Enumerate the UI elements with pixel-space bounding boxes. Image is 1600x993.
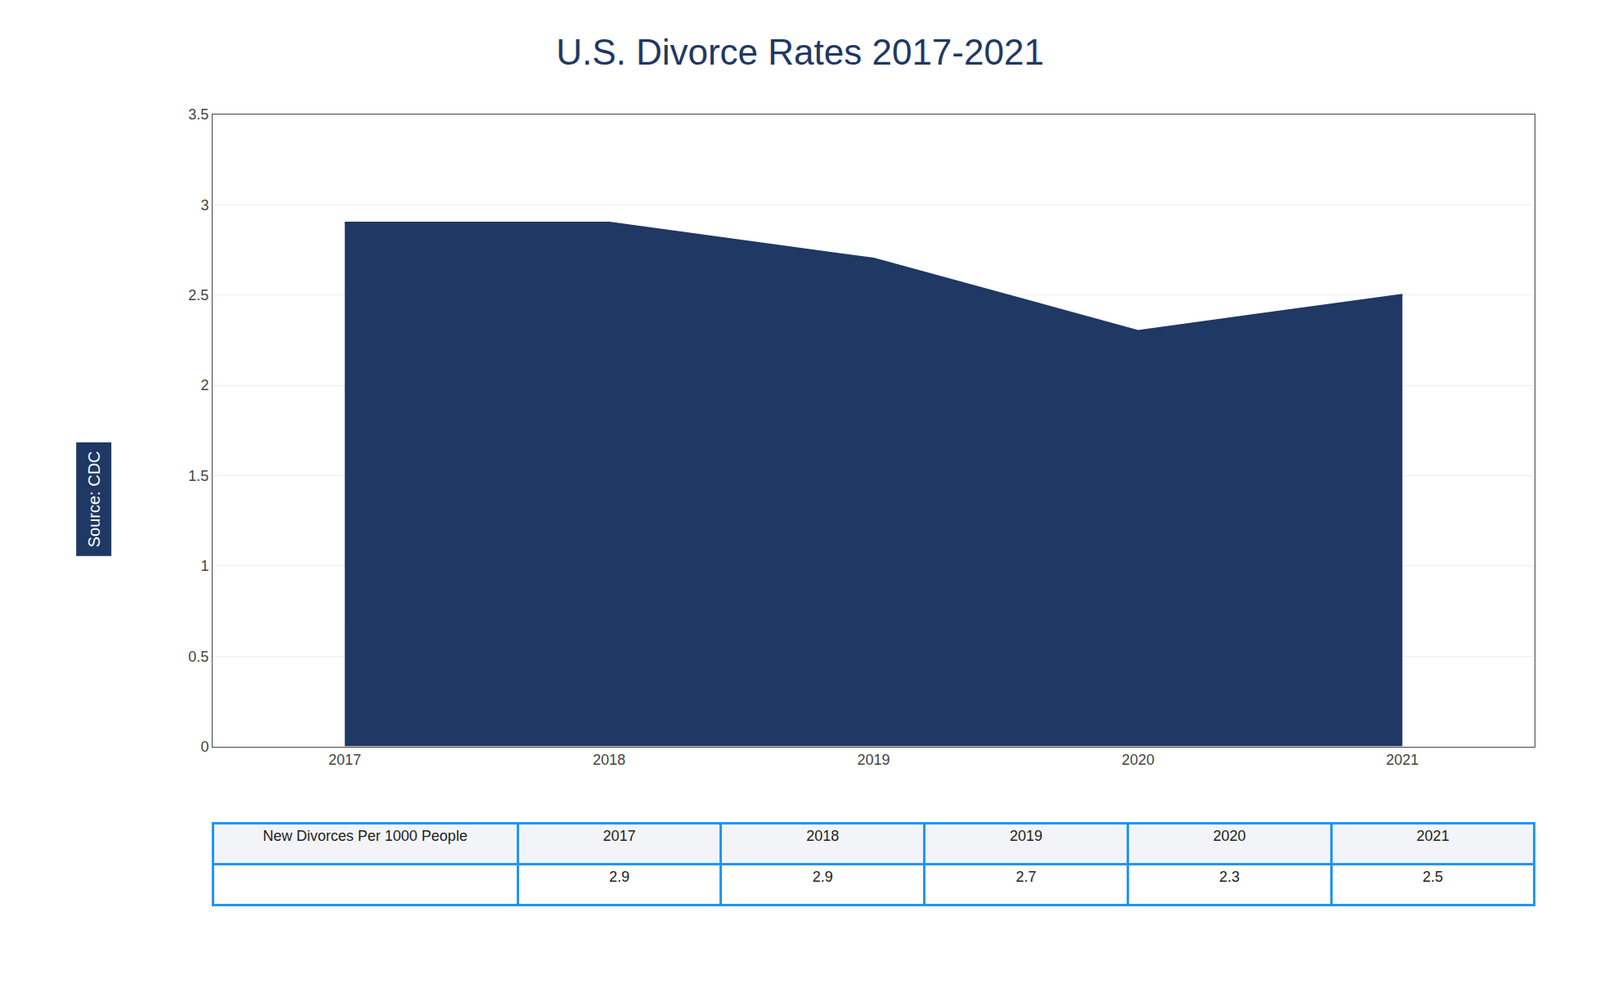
svg-text:3.5: 3.5 <box>188 106 209 123</box>
svg-text:2021: 2021 <box>1416 827 1450 844</box>
svg-text:2.9: 2.9 <box>609 868 630 885</box>
svg-text:2018: 2018 <box>806 827 839 844</box>
svg-text:2021: 2021 <box>1385 751 1419 768</box>
svg-text:3: 3 <box>200 197 209 214</box>
svg-text:2.5: 2.5 <box>1422 868 1444 885</box>
svg-text:2019: 2019 <box>1009 827 1043 844</box>
svg-text:2018: 2018 <box>592 751 626 768</box>
svg-text:2.5: 2.5 <box>188 286 209 304</box>
svg-text:2019: 2019 <box>856 751 890 768</box>
svg-text:1.5: 1.5 <box>188 467 209 485</box>
svg-text:2.3: 2.3 <box>1219 868 1240 885</box>
svg-text:2020: 2020 <box>1213 827 1246 844</box>
svg-text:2.9: 2.9 <box>812 868 834 885</box>
svg-text:New Divorces Per 1000 People: New Divorces Per 1000 People <box>263 827 468 844</box>
svg-text:1: 1 <box>200 557 209 574</box>
svg-text:2017: 2017 <box>328 751 362 768</box>
svg-text:2.7: 2.7 <box>1016 868 1037 885</box>
svg-text:2020: 2020 <box>1121 751 1155 768</box>
svg-text:2017: 2017 <box>603 827 637 844</box>
svg-text:Source: CDC: Source: CDC <box>85 450 104 547</box>
svg-text:0: 0 <box>200 738 209 755</box>
svg-text:U.S. Divorce Rates 2017-2021: U.S. Divorce Rates 2017-2021 <box>555 31 1045 72</box>
svg-text:0.5: 0.5 <box>188 647 209 664</box>
svg-text:2: 2 <box>200 376 209 394</box>
